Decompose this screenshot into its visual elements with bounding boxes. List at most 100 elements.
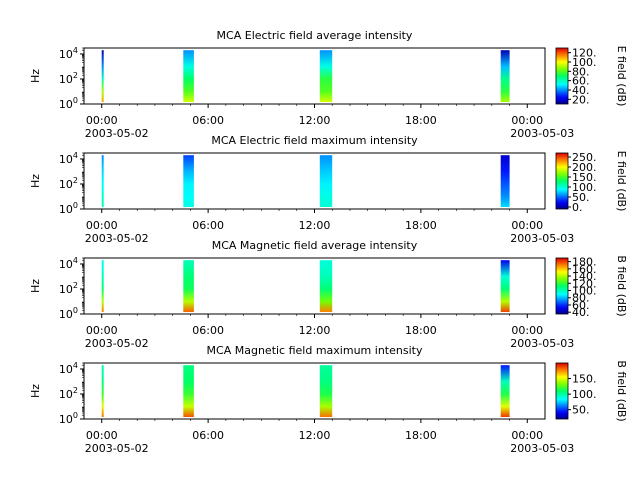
panel-title: MCA Magnetic field average intensity xyxy=(212,239,418,252)
colorbar-tick-label: 160. xyxy=(572,263,597,276)
colorbar-tick-label: 20. xyxy=(572,93,590,106)
colorbar-tick-label: 40. xyxy=(572,306,590,319)
y-tick-label: 100 xyxy=(59,201,78,216)
panel-title: MCA Electric field maximum intensity xyxy=(211,134,418,147)
x-tick-label: 00:00 xyxy=(511,114,543,127)
spectrogram-segment xyxy=(500,365,510,417)
x-tick-label: 00:00 xyxy=(511,324,543,337)
x-tick-label: 12:00 xyxy=(299,219,331,232)
colorbar xyxy=(555,47,569,105)
spectrogram-segment xyxy=(500,50,510,102)
colorbar xyxy=(555,152,569,210)
y-tick-label: 100 xyxy=(59,411,78,426)
spectrogram-segment xyxy=(319,50,333,102)
spectrogram-segment xyxy=(319,155,333,207)
colorbar-tick-label: 100. xyxy=(572,388,597,401)
colorbar-tick-label: 120. xyxy=(572,47,597,60)
y-tick-label: 100 xyxy=(59,306,78,321)
spectrogram-panel-1: MCA Electric field average intensity 100 1… xyxy=(29,29,628,140)
x-tick-label: 12:00 xyxy=(299,114,331,127)
colorbar-tick-label: 80. xyxy=(572,65,590,78)
x-date-start: 2003-05-02 xyxy=(85,337,149,350)
y-tick-label: 104 xyxy=(59,361,78,376)
axes-frame xyxy=(83,47,546,105)
x-tick-label: 00:00 xyxy=(86,114,118,127)
colorbar-tick-label: 140. xyxy=(572,270,597,283)
x-tick-label: 06:00 xyxy=(192,324,224,337)
x-tick-label: 00:00 xyxy=(86,429,118,442)
y-tick-label: 102 xyxy=(59,386,78,401)
x-date-start: 2003-05-02 xyxy=(85,127,149,140)
spectrogram-segment xyxy=(101,155,104,207)
spectrogram-segment xyxy=(183,260,194,312)
y-tick-label: 102 xyxy=(59,176,78,191)
spectrogram-segment xyxy=(101,365,104,417)
x-tick-label: 18:00 xyxy=(405,324,437,337)
colorbar-tick-label: 80. xyxy=(572,292,590,305)
colorbar-tick-label: 100. xyxy=(572,181,597,194)
spectrogram-segment xyxy=(183,155,194,207)
y-tick-label: 100 xyxy=(59,96,78,111)
y-tick-label: 102 xyxy=(59,281,78,296)
y-axis-label: Hz xyxy=(29,174,42,188)
colorbar-tick-label: 100. xyxy=(572,285,597,298)
colorbar xyxy=(555,362,569,420)
panel-title: MCA Electric field average intensity xyxy=(217,29,413,42)
x-tick-label: 00:00 xyxy=(86,219,118,232)
y-axis-label: Hz xyxy=(29,69,42,83)
y-tick-label: 102 xyxy=(59,71,78,86)
colorbar-label: E field (dB) xyxy=(615,151,628,212)
colorbar-label: B field (dB) xyxy=(615,255,628,316)
colorbar-tick-label: 100. xyxy=(572,56,597,69)
colorbar-tick-label: 50. xyxy=(572,191,590,204)
colorbar-tick-label: 150. xyxy=(572,373,597,386)
x-tick-label: 00:00 xyxy=(511,219,543,232)
x-tick-label: 06:00 xyxy=(192,219,224,232)
y-axis-label: Hz xyxy=(29,384,42,398)
spectrogram-segment xyxy=(101,260,104,312)
x-date-end: 2003-05-03 xyxy=(510,127,574,140)
spectrogram-segment xyxy=(183,365,194,417)
spectrogram-segment xyxy=(183,50,194,102)
x-date-start: 2003-05-02 xyxy=(85,442,149,455)
x-date-end: 2003-05-03 xyxy=(510,232,574,245)
spectrogram-segment xyxy=(319,365,333,417)
colorbar-label: E field (dB) xyxy=(615,46,628,107)
x-tick-label: 12:00 xyxy=(299,429,331,442)
x-date-end: 2003-05-03 xyxy=(510,337,574,350)
y-tick-label: 104 xyxy=(59,151,78,166)
axes-frame xyxy=(83,152,546,210)
colorbar-tick-label: 60. xyxy=(572,299,590,312)
spectrogram-panel-3: MCA Magnetic field average intensity 100 1… xyxy=(29,239,628,350)
colorbar-tick-label: 150. xyxy=(572,171,597,184)
y-axis-label: Hz xyxy=(29,279,42,293)
colorbar-tick-label: 180. xyxy=(572,256,597,269)
x-tick-label: 18:00 xyxy=(405,114,437,127)
colorbar-tick-label: 60. xyxy=(572,75,590,88)
spectrogram-segment xyxy=(500,260,510,312)
axes-frame xyxy=(83,362,546,420)
spectrogram-segment xyxy=(101,50,104,102)
x-tick-label: 00:00 xyxy=(86,324,118,337)
y-tick-label: 104 xyxy=(59,256,78,271)
x-tick-label: 06:00 xyxy=(192,114,224,127)
colorbar-tick-label: 0. xyxy=(572,201,583,214)
x-tick-label: 00:00 xyxy=(511,429,543,442)
colorbar-tick-label: 40. xyxy=(572,84,590,97)
colorbar-label: B field (dB) xyxy=(615,360,628,421)
colorbar xyxy=(555,257,569,315)
x-date-start: 2003-05-02 xyxy=(85,232,149,245)
x-tick-label: 06:00 xyxy=(192,429,224,442)
colorbar-tick-label: 50. xyxy=(572,404,590,417)
spectrogram-segment xyxy=(500,155,510,207)
y-tick-label: 104 xyxy=(59,46,78,61)
x-date-end: 2003-05-03 xyxy=(510,442,574,455)
x-tick-label: 18:00 xyxy=(405,219,437,232)
spectrogram-panel-2: MCA Electric field maximum intensity 100 1… xyxy=(29,134,628,245)
colorbar-tick-label: 120. xyxy=(572,277,597,290)
x-tick-label: 18:00 xyxy=(405,429,437,442)
spectrogram-segment xyxy=(319,260,333,312)
panel-title: MCA Magnetic field maximum intensity xyxy=(207,344,423,357)
colorbar-tick-label: 250. xyxy=(572,151,597,164)
